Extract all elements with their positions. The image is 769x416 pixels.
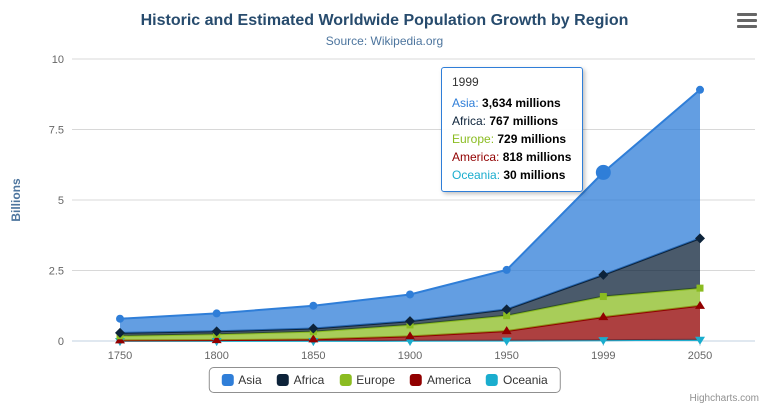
point-america[interactable] xyxy=(695,300,705,309)
menu-bar xyxy=(737,25,757,28)
tooltip-rows: Asia: 3,634 millions Africa: 767 millions… xyxy=(452,94,572,184)
tooltip-series-value: 30 millions xyxy=(503,168,566,182)
point-oceania[interactable] xyxy=(695,336,705,345)
point-africa[interactable] xyxy=(695,233,705,244)
tooltip-row-oceania: Oceania: 30 millions xyxy=(452,166,572,184)
legend-label: Africa xyxy=(293,373,325,387)
point-asia[interactable] xyxy=(502,265,511,274)
tooltip-series-name: Europe: xyxy=(452,132,498,146)
legend-item-africa[interactable]: Africa xyxy=(276,373,325,387)
legend-label: Europe xyxy=(356,373,396,387)
legend-item-europe[interactable]: Europe xyxy=(339,373,395,387)
legend-symbol-asia xyxy=(221,374,234,386)
highcharts-credits-link[interactable]: Highcharts.com xyxy=(689,393,759,404)
point-africa[interactable] xyxy=(501,304,512,315)
tooltip-row-africa: Africa: 767 millions xyxy=(452,112,572,130)
y-axis-title: Billions xyxy=(9,178,23,222)
y-axis-label: 5 xyxy=(58,195,64,207)
tooltip-header: 1999 xyxy=(452,75,479,89)
legend-item-asia[interactable]: Asia xyxy=(221,373,262,387)
point-africa[interactable] xyxy=(308,323,319,334)
legend-symbol-oceania xyxy=(486,374,499,386)
x-axis-label: 1750 xyxy=(108,350,132,362)
point-asia[interactable] xyxy=(406,290,414,299)
point-asia[interactable] xyxy=(309,301,318,310)
x-axis-label: 1850 xyxy=(301,350,325,362)
point-asia-hover[interactable] xyxy=(595,164,611,180)
point-africa[interactable] xyxy=(405,316,415,327)
tooltip: 1999 Asia: 3,634 millions Africa: 767 mil… xyxy=(441,67,583,192)
tooltip-series-value: 729 millions xyxy=(497,132,567,146)
tooltip-series-value: 818 millions xyxy=(502,150,572,164)
x-axis-label: 1950 xyxy=(494,350,518,362)
tooltip-series-name: Africa: xyxy=(452,114,490,128)
x-axis-label: 1999 xyxy=(591,350,615,362)
point-america[interactable] xyxy=(115,335,125,344)
y-axis-label: 2.5 xyxy=(49,266,64,278)
x-axis-label: 1800 xyxy=(204,350,228,362)
point-africa[interactable] xyxy=(115,327,125,338)
point-america[interactable] xyxy=(211,335,222,344)
legend-label: Oceania xyxy=(503,373,548,387)
chart-context-menu-button[interactable] xyxy=(737,13,757,28)
point-oceania[interactable] xyxy=(598,337,609,346)
point-asia[interactable] xyxy=(696,85,704,94)
area-africa[interactable] xyxy=(120,238,700,336)
point-oceania[interactable] xyxy=(501,337,512,346)
legend: Asia Africa Europe America Oceania xyxy=(208,367,561,393)
hamburger-menu-icon xyxy=(737,13,757,28)
x-axis-label: 1900 xyxy=(398,350,422,362)
x-axis-label: 2050 xyxy=(688,350,712,362)
point-america[interactable] xyxy=(308,334,319,343)
point-europe[interactable] xyxy=(503,312,511,320)
area-america[interactable] xyxy=(120,305,700,341)
area-asia[interactable] xyxy=(120,89,700,333)
point-europe[interactable] xyxy=(599,293,607,301)
y-axis-label: 10 xyxy=(52,54,64,66)
point-africa[interactable] xyxy=(211,326,222,337)
tooltip-row-america: America: 818 millions xyxy=(452,148,572,166)
legend-item-oceania[interactable]: Oceania xyxy=(486,373,548,387)
point-europe[interactable] xyxy=(696,284,704,292)
point-america[interactable] xyxy=(598,312,609,321)
legend-label: America xyxy=(427,373,472,387)
chart-subtitle: Source: Wikipedia.org xyxy=(325,34,444,48)
y-axis-label: 7.5 xyxy=(49,125,64,137)
tooltip-series-name: Oceania: xyxy=(452,168,504,182)
menu-bar xyxy=(737,13,757,16)
tooltip-series-name: America: xyxy=(452,150,503,164)
point-asia[interactable] xyxy=(212,309,221,318)
legend-symbol-america xyxy=(410,374,423,386)
legend-item-america[interactable]: America xyxy=(410,373,471,387)
legend-symbol-africa xyxy=(276,374,289,386)
y-axis-label: 0 xyxy=(58,336,64,348)
tooltip-series-value: 3,634 millions xyxy=(482,96,561,110)
chart-title: Historic and Estimated Worldwide Populat… xyxy=(140,12,629,29)
point-oceania[interactable] xyxy=(405,337,415,346)
legend-symbol-europe xyxy=(339,374,352,386)
tooltip-row-asia: Asia: 3,634 millions xyxy=(452,94,572,112)
point-america[interactable] xyxy=(501,326,512,335)
point-asia[interactable] xyxy=(116,314,124,323)
tooltip-series-value: 767 millions xyxy=(489,114,559,128)
menu-bar xyxy=(737,19,757,22)
point-america[interactable] xyxy=(405,331,415,340)
tooltip-row-europe: Europe: 729 millions xyxy=(452,130,572,148)
legend-label: Asia xyxy=(238,373,262,387)
tooltip-series-name: Asia: xyxy=(452,96,483,110)
point-africa[interactable] xyxy=(598,269,609,280)
